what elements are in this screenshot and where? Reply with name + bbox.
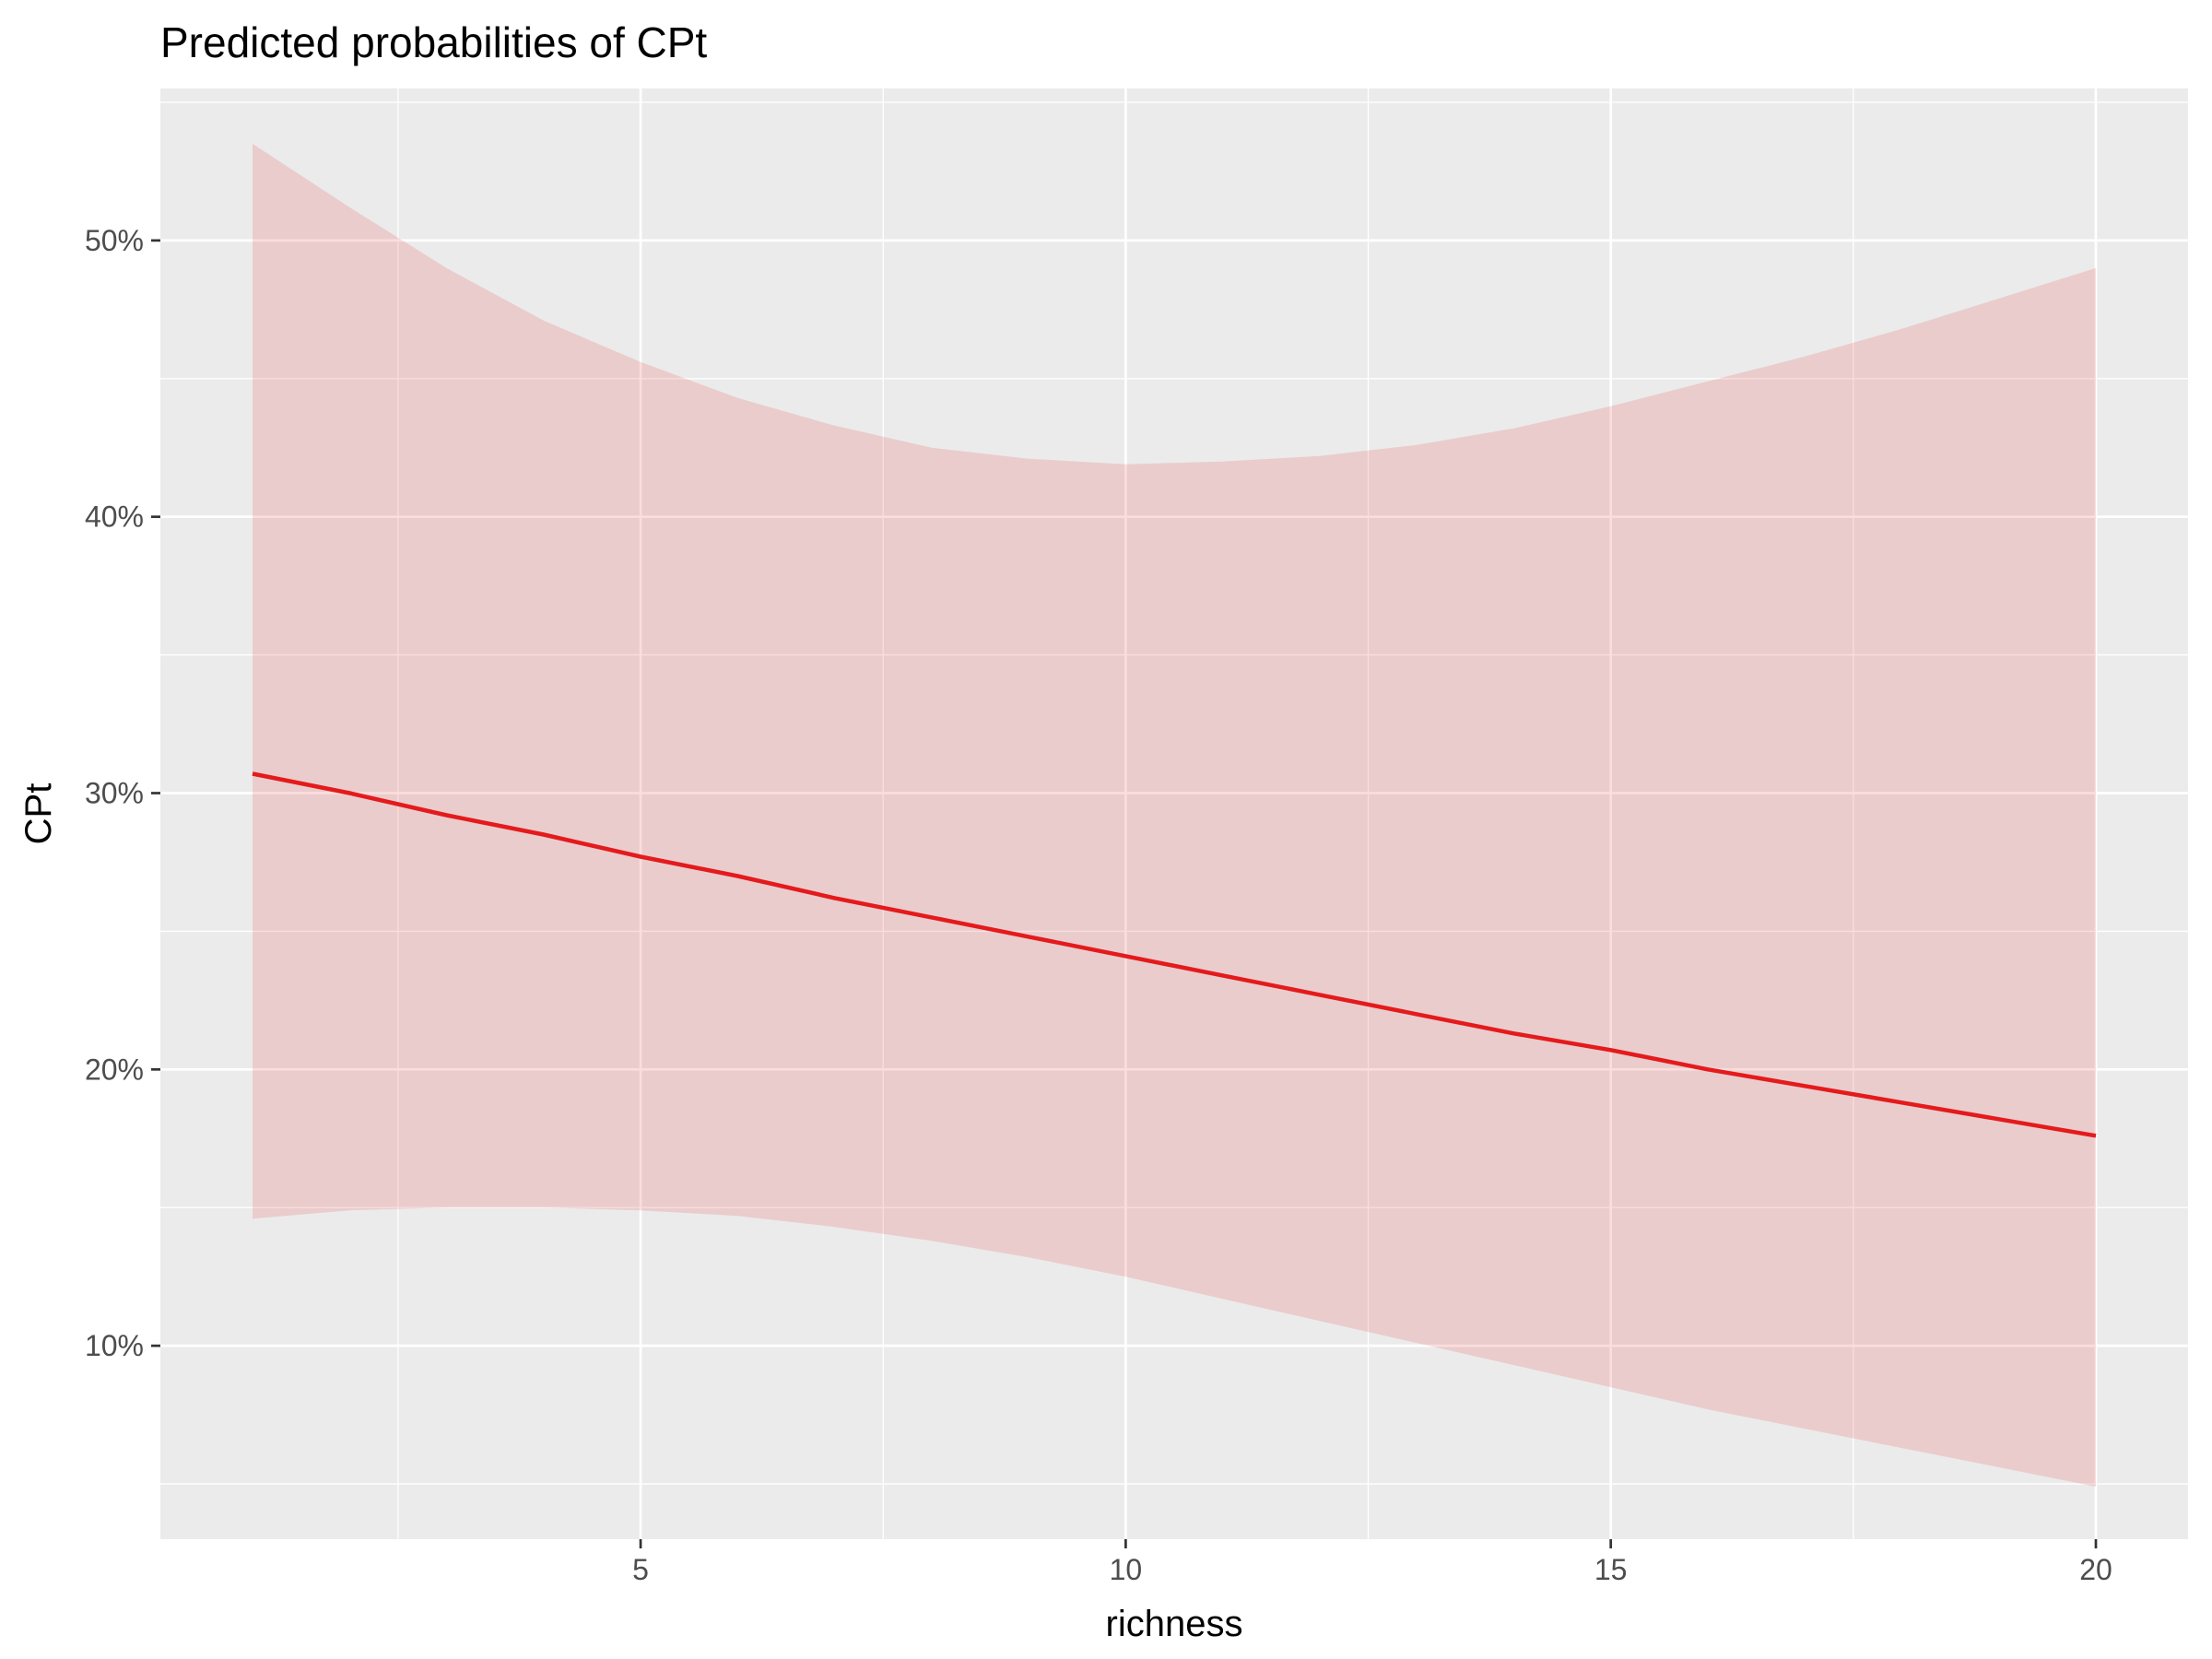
minor-gridlines [160,88,2188,1539]
x-tick-label: 15 [1594,1553,1628,1586]
y-axis-title: CPt [18,783,59,845]
y-tick-label: 10% [85,1329,144,1362]
y-tick-label: 40% [85,500,144,534]
plot-panel [160,88,2188,1539]
y-tick-label: 50% [85,224,144,257]
predicted-line [252,771,2097,1138]
x-tick-label: 20 [2079,1553,2112,1586]
x-tick-label: 5 [632,1553,649,1586]
confidence-band [253,144,2096,1487]
x-axis-title: richness [1106,1604,1243,1644]
chart-title: Predicted probabilities of CPt [160,18,707,66]
y-tick-label: 30% [85,777,144,810]
major-gridlines [160,88,2188,1539]
x-tick-label: 10 [1110,1553,1143,1586]
y-tick-label: 20% [85,1053,144,1086]
axes: 5 10 15 20 10% 20% 30% 40% 50% [85,224,2112,1586]
data-layer [252,144,2097,1487]
